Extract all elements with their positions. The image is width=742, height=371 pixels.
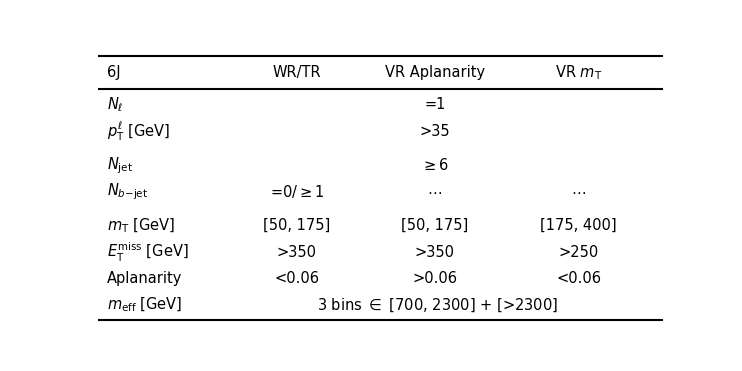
Text: [175, 400]: [175, 400] <box>540 218 617 233</box>
Text: $N_{b\mathrm{-jet}}$: $N_{b\mathrm{-jet}}$ <box>107 181 148 202</box>
Text: $\cdots$: $\cdots$ <box>427 184 442 199</box>
Text: $E_{\mathrm{T}}^{\mathrm{miss}}$ [GeV]: $E_{\mathrm{T}}^{\mathrm{miss}}$ [GeV] <box>107 240 188 264</box>
Text: <0.06: <0.06 <box>556 271 601 286</box>
Text: [50, 175]: [50, 175] <box>263 218 330 233</box>
Text: >250: >250 <box>559 244 599 260</box>
Text: $N_{\mathrm{jet}}$: $N_{\mathrm{jet}}$ <box>107 155 133 175</box>
Text: $\cdots$: $\cdots$ <box>571 184 586 199</box>
Text: >350: >350 <box>415 244 455 260</box>
Text: >0.06: >0.06 <box>413 271 457 286</box>
Text: $m_{\mathrm{eff}}$ [GeV]: $m_{\mathrm{eff}}$ [GeV] <box>107 296 183 314</box>
Text: >350: >350 <box>277 244 317 260</box>
Text: $m_{\mathrm{T}}$ [GeV]: $m_{\mathrm{T}}$ [GeV] <box>107 216 175 235</box>
Text: $p_{\mathrm{T}}^{\ell}$ [GeV]: $p_{\mathrm{T}}^{\ell}$ [GeV] <box>107 120 171 143</box>
Text: =1: =1 <box>424 98 446 112</box>
Text: 3 bins $\in$ [700, 2300] + [>2300]: 3 bins $\in$ [700, 2300] + [>2300] <box>318 296 558 314</box>
Text: [50, 175]: [50, 175] <box>401 218 468 233</box>
Text: VR Aplanarity: VR Aplanarity <box>385 65 485 80</box>
Text: >35: >35 <box>419 124 450 139</box>
Text: <0.06: <0.06 <box>275 271 319 286</box>
Text: VR $m_{\mathrm{T}}$: VR $m_{\mathrm{T}}$ <box>555 63 603 82</box>
Text: $N_{\ell}$: $N_{\ell}$ <box>107 96 124 114</box>
Text: 6J: 6J <box>107 65 121 80</box>
Text: WR/TR: WR/TR <box>272 65 321 80</box>
Text: Aplanarity: Aplanarity <box>107 271 183 286</box>
Text: $\geq$6: $\geq$6 <box>421 157 449 173</box>
Text: =0/$\geq$1: =0/$\geq$1 <box>270 183 324 200</box>
